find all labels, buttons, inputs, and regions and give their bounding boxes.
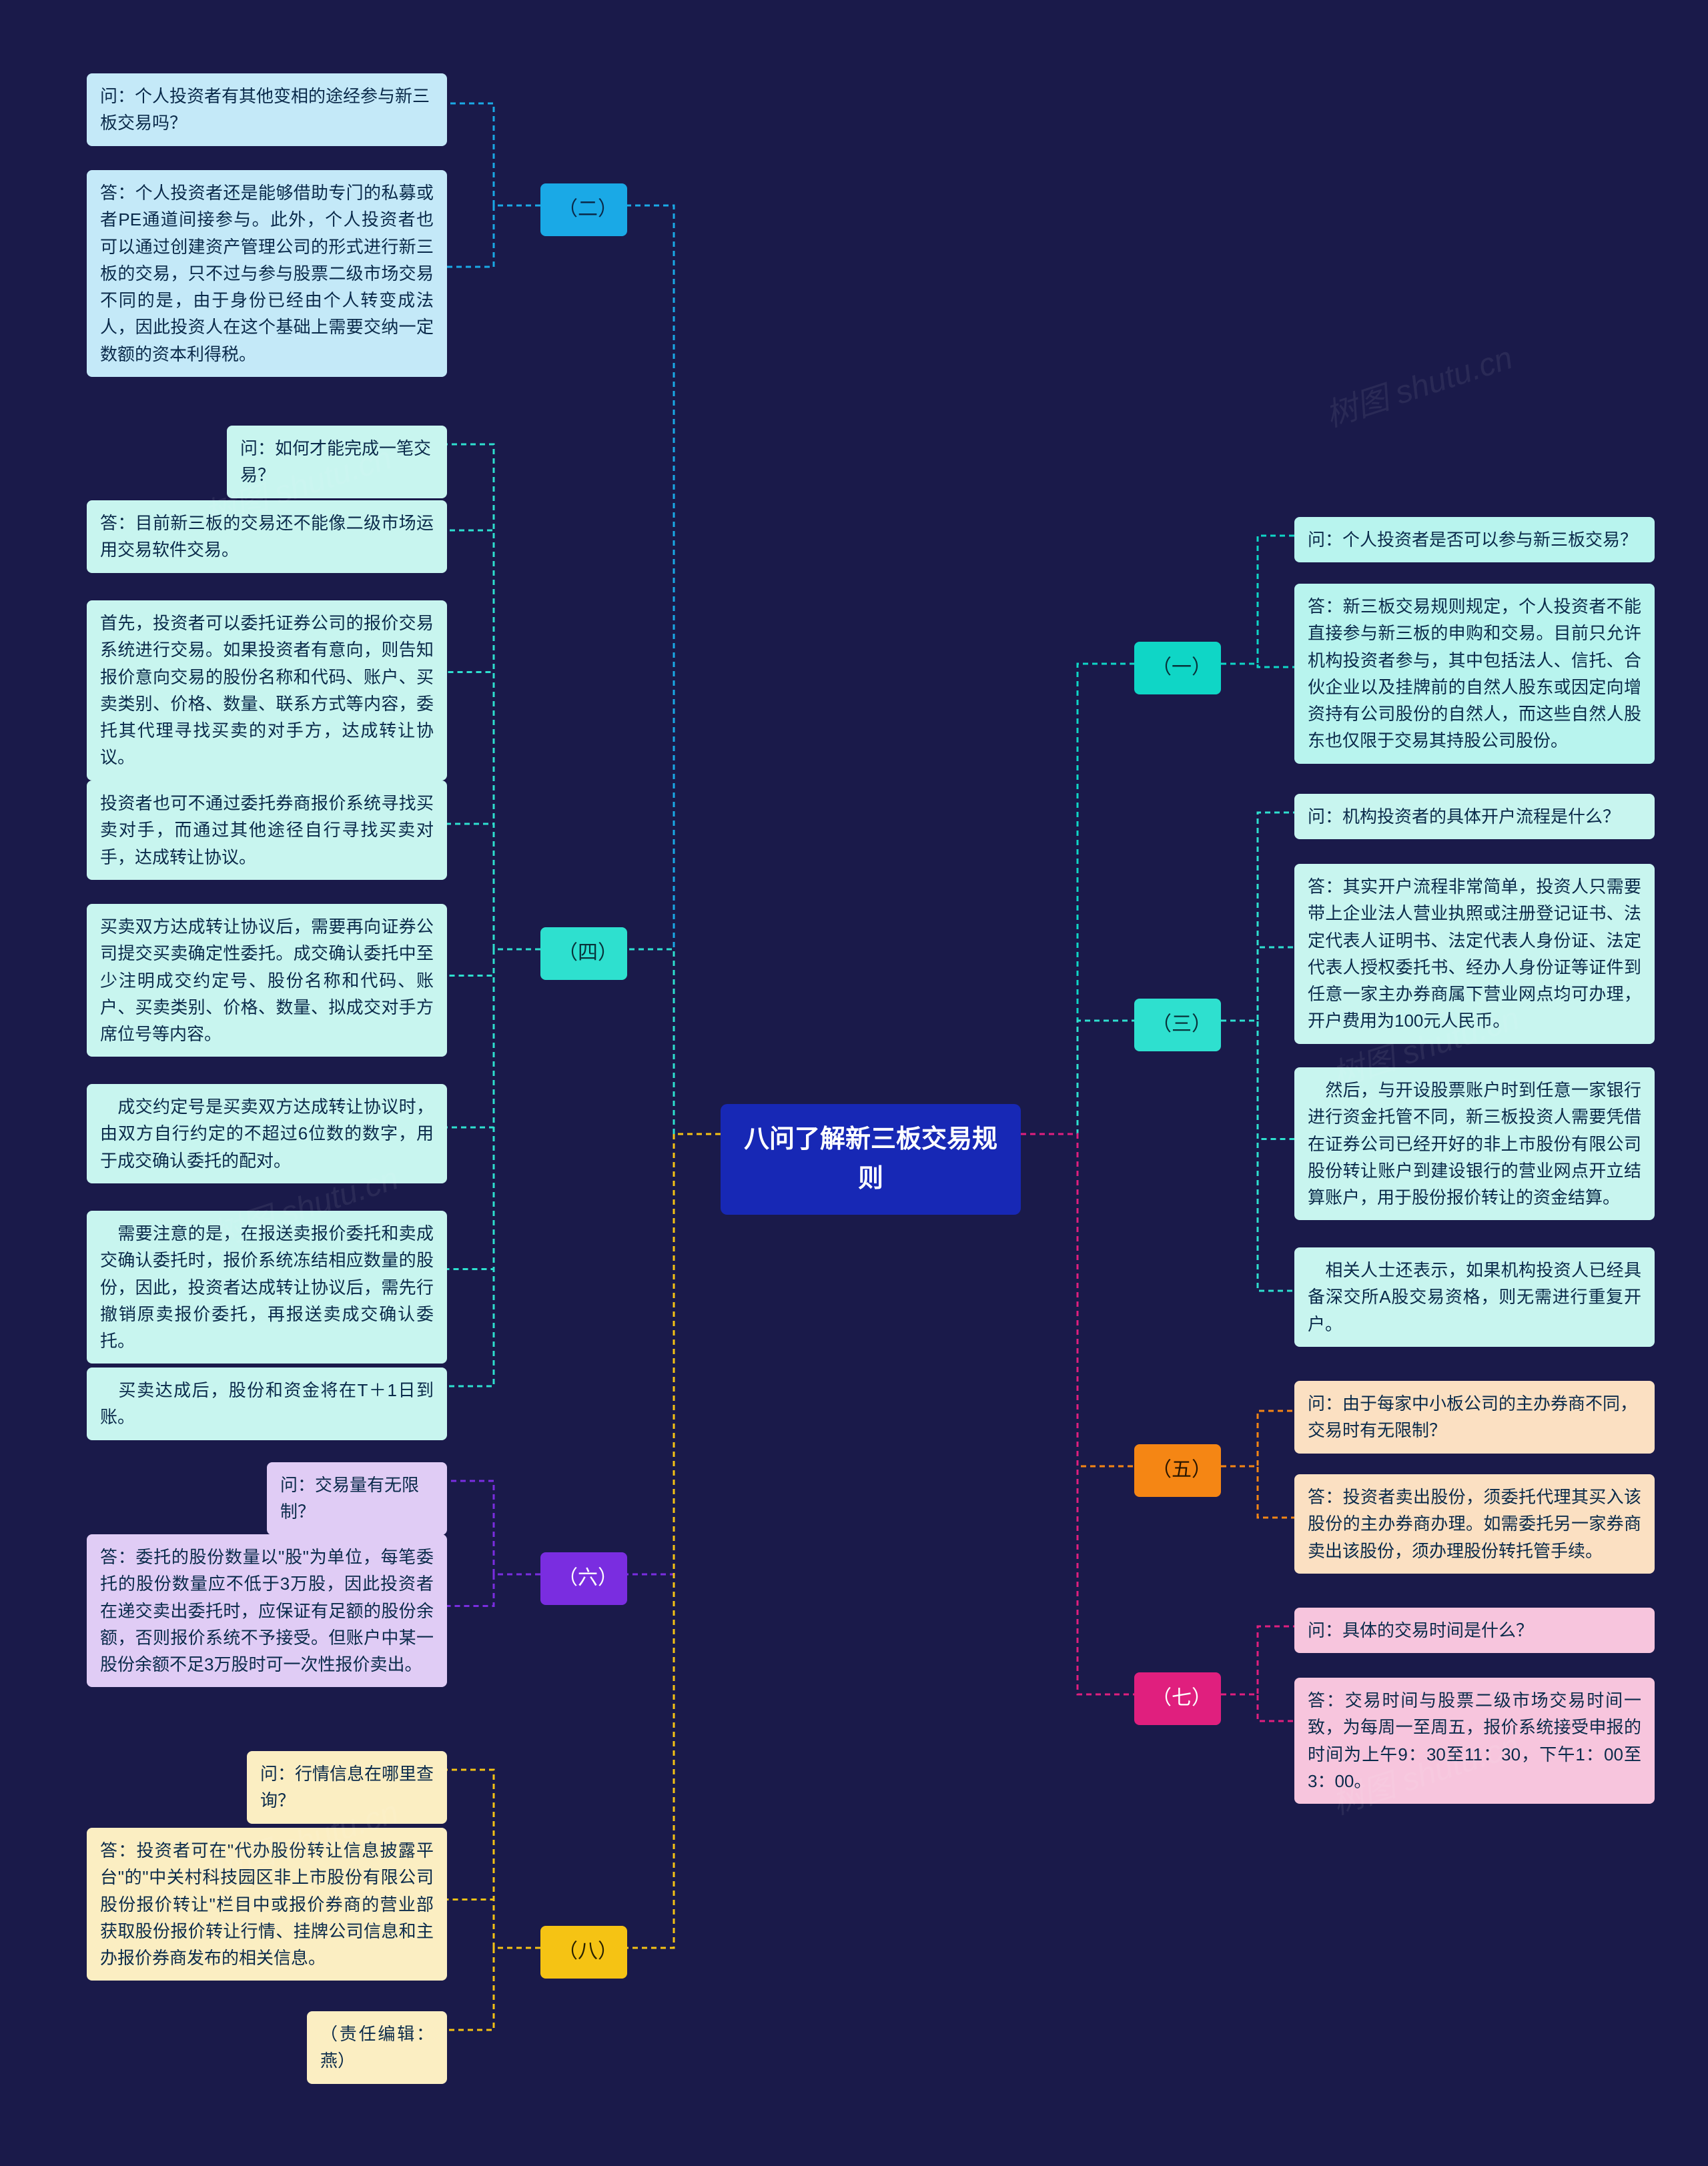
section-node: （二） xyxy=(540,183,627,236)
question-node: 问：如何才能完成一笔交易？ xyxy=(227,426,447,498)
answer-node: 买卖达成后，股份和资金将在T＋1日到账。 xyxy=(87,1368,447,1440)
answer-node: 答：新三板交易规则规定，个人投资者不能直接参与新三板的申购和交易。目前只允许机构… xyxy=(1294,584,1655,764)
question-node: 问：个人投资者有其他变相的途经参与新三板交易吗？ xyxy=(87,73,447,146)
answer-node: 首先，投资者可以委托证券公司的报价交易系统进行交易。如果投资者有意向，则告知报价… xyxy=(87,600,447,780)
answer-node: 答：交易时间与股票二级市场交易时间一致，为每周一至周五，报价系统接受申报的时间为… xyxy=(1294,1678,1655,1804)
section-node: （一） xyxy=(1134,642,1221,694)
root-node: 八问了解新三板交易规则 xyxy=(721,1104,1021,1215)
answer-node: 相关人士还表示，如果机构投资人已经具备深交所A股交易资格，则无需进行重复开户。 xyxy=(1294,1247,1655,1347)
question-node: 问：个人投资者是否可以参与新三板交易？ xyxy=(1294,517,1655,562)
answer-node: 答：目前新三板的交易还不能像二级市场运用交易软件交易。 xyxy=(87,500,447,573)
section-node: （三） xyxy=(1134,999,1221,1051)
question-node: 问：具体的交易时间是什么？ xyxy=(1294,1608,1655,1653)
mindmap-canvas: 八问了解新三板交易规则 （一） 问：个人投资者是否可以参与新三板交易？ 答：新三板交易… xyxy=(0,0,1708,2166)
question-node: 问：行情信息在哪里查询？ xyxy=(247,1751,447,1824)
answer-node: 投资者也可不通过委托券商报价系统寻找买卖对手，而通过其他途径自行寻找买卖对手，达… xyxy=(87,780,447,880)
section-node: （四） xyxy=(540,927,627,980)
question-node: 问：由于每家中小板公司的主办券商不同，交易时有无限制？ xyxy=(1294,1381,1655,1454)
section-node: （八） xyxy=(540,1926,627,1979)
question-node: 问：机构投资者的具体开户流程是什么？ xyxy=(1294,794,1655,839)
answer-node: 答：投资者可在"代办股份转让信息披露平台"的"中关村科技园区非上市股份有限公司股… xyxy=(87,1828,447,1981)
answer-node: 买卖双方达成转让协议后，需要再向证券公司提交买卖确定性委托。成交确认委托中至少注… xyxy=(87,904,447,1057)
answer-node: 成交约定号是买卖双方达成转让协议时，由双方自行约定的不超过6位数的数字，用于成交… xyxy=(87,1084,447,1183)
section-node: （六） xyxy=(540,1552,627,1605)
answer-node: 答：个人投资者还是能够借助专门的私募或者PE通道间接参与。此外，个人投资者也可以… xyxy=(87,170,447,377)
answer-node: 答：委托的股份数量以"股"为单位，每笔委托的股份数量应不低于3万股，因此投资者在… xyxy=(87,1534,447,1687)
answer-node: 答：其实开户流程非常简单，投资人只需要带上企业法人营业执照或注册登记证书、法定代… xyxy=(1294,864,1655,1044)
answer-node: 答：投资者卖出股份，须委托代理其买入该股份的主办券商办理。如需委托另一家券商卖出… xyxy=(1294,1474,1655,1574)
watermark: 树图 shutu.cn xyxy=(1318,332,1517,436)
question-node: 问：交易量有无限制？ xyxy=(267,1462,447,1535)
answer-node: 需要注意的是，在报送卖报价委托和卖成交确认委托时，报价系统冻结相应数量的股份，因… xyxy=(87,1211,447,1364)
answer-node: （责任编辑：燕） xyxy=(307,2011,447,2084)
section-node: （五） xyxy=(1134,1444,1221,1497)
answer-node: 然后，与开设股票账户时到任意一家银行进行资金托管不同，新三板投资人需要凭借在证券… xyxy=(1294,1067,1655,1220)
section-node: （七） xyxy=(1134,1672,1221,1725)
